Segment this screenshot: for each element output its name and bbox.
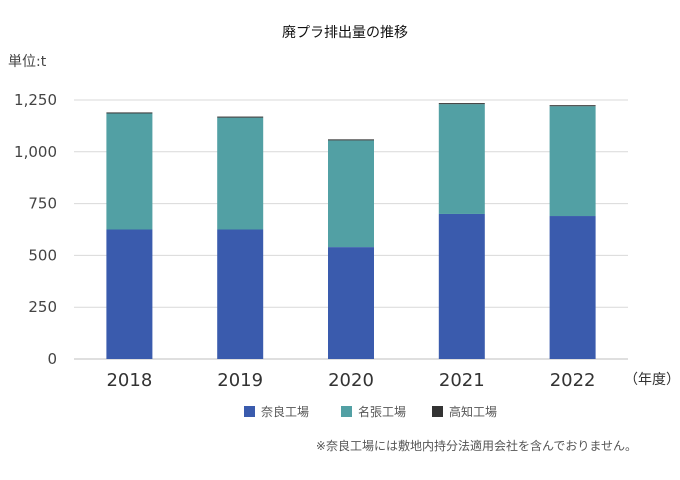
unit-label: 単位:t [8,54,47,70]
legend-label: 奈良工場 [261,404,309,419]
legend-swatch [244,406,255,417]
bar-segment [438,104,485,214]
footnote: ※奈良工場には敷地内持分法適用会社を含んでおりません。 [316,438,637,453]
bar-segment [438,213,485,359]
x-tick-label: 2020 [328,370,374,391]
bar-segment [549,105,596,107]
x-tick-label: 2021 [439,370,485,391]
chart-title: 廃プラ排出量の推移 [282,24,408,41]
legend: 奈良工場 名張工場 高知工場 [244,404,497,419]
y-tick-label: 750 [28,195,57,213]
x-axis-unit-label: （年度） [624,372,680,388]
y-tick-label: 1,250 [14,91,57,109]
bar-segment [328,247,374,359]
bar-segment [217,117,264,230]
bar-segment [549,216,596,359]
y-tick-label: 1,000 [14,143,57,161]
y-tick-label: 0 [47,350,57,368]
bar-segment [328,140,374,248]
legend-swatch [341,406,352,417]
y-tick-label: 250 [28,298,57,316]
bar-segment [328,139,374,141]
x-axis-tick-labels: 2018 2019 2020 2021 2022 [106,370,595,391]
bar-segment [549,106,596,217]
x-tick-label: 2019 [217,370,263,391]
bar-segment [106,113,153,230]
bar-segment [106,229,153,359]
legend-label: 高知工場 [449,404,497,419]
y-tick-label: 500 [28,246,57,264]
x-tick-label: 2022 [550,370,596,391]
bar-segment [217,229,264,359]
legend-swatch [432,406,443,417]
bar-segment [217,116,264,118]
legend-label: 名張工場 [358,404,406,419]
y-axis-tick-labels: 0 250 500 750 1,000 1,250 [14,91,57,368]
bar-segment [438,103,485,105]
bars [106,103,596,359]
x-tick-label: 2018 [106,370,152,391]
bar-segment [106,112,153,114]
